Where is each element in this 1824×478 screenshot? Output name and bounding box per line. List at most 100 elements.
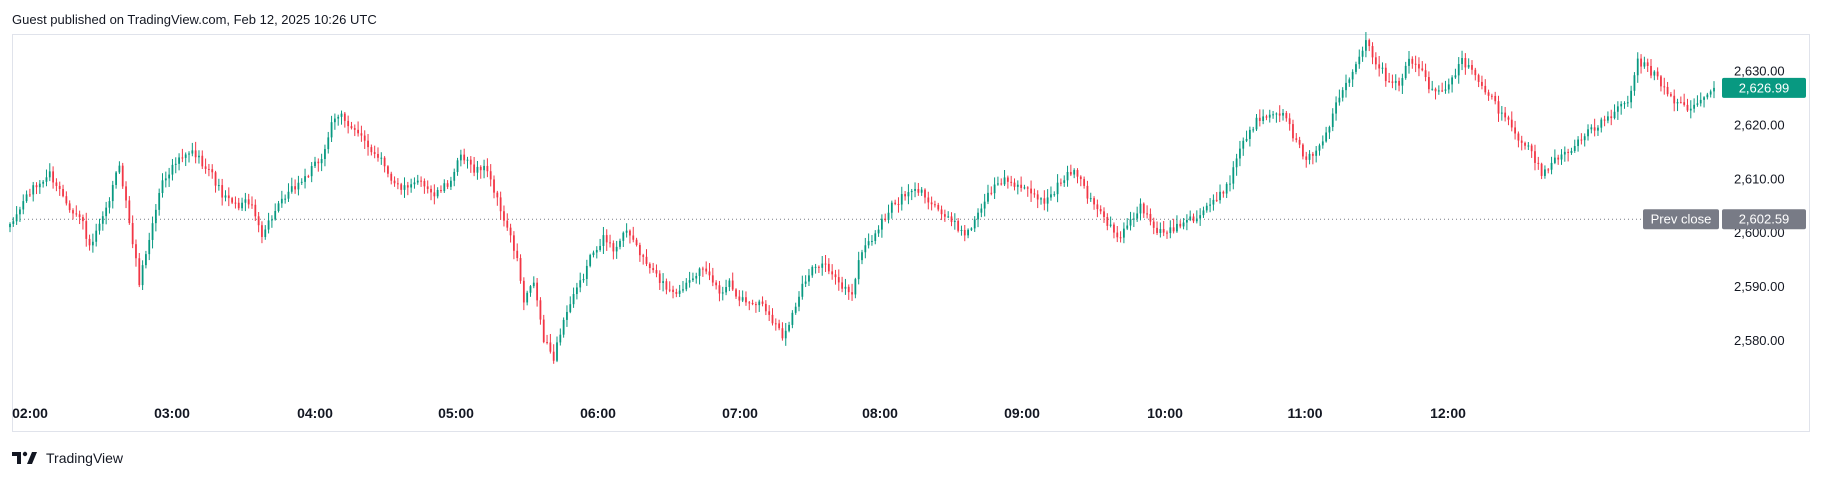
candle <box>1358 49 1361 69</box>
candle <box>370 144 373 156</box>
candle <box>645 249 648 267</box>
candle <box>1056 174 1059 203</box>
candle <box>771 308 774 326</box>
candle <box>1093 196 1095 210</box>
candle <box>72 208 74 220</box>
candle <box>274 203 277 221</box>
prev-close-label: Prev close <box>1651 212 1712 227</box>
candle <box>473 156 476 177</box>
candle <box>930 196 933 211</box>
candle <box>503 205 505 227</box>
candle <box>1232 161 1235 190</box>
last-price-badge: 2,626.99 <box>1722 77 1806 98</box>
candle <box>513 231 515 260</box>
candle <box>469 156 472 173</box>
candle <box>1530 143 1533 158</box>
candle <box>920 187 923 196</box>
candle <box>864 237 867 259</box>
candle <box>1481 75 1483 90</box>
candle <box>430 185 432 201</box>
candle <box>373 145 376 159</box>
candle <box>184 152 187 167</box>
candle <box>257 211 260 233</box>
candle <box>128 196 131 225</box>
candle <box>811 265 814 278</box>
candle <box>1567 148 1570 162</box>
candle <box>1557 154 1560 165</box>
candle <box>1663 77 1666 95</box>
candle <box>781 322 784 341</box>
candle <box>1544 165 1546 179</box>
candle <box>340 110 343 125</box>
candle <box>1311 151 1314 165</box>
candle <box>1136 206 1139 222</box>
candle <box>1212 194 1215 211</box>
candle <box>42 180 45 188</box>
candle <box>1292 119 1294 142</box>
candle <box>148 232 151 261</box>
candle <box>582 273 585 283</box>
candle <box>1265 114 1268 121</box>
candle <box>629 229 631 244</box>
candle <box>188 151 190 163</box>
candle <box>1497 95 1500 122</box>
candle <box>755 301 757 313</box>
publish-info: Guest published on TradingView.com, Feb … <box>12 12 377 27</box>
candle <box>1597 125 1599 136</box>
candle <box>12 217 15 227</box>
time-tick-label: 09:00 <box>1004 405 1040 421</box>
candle <box>1106 213 1109 231</box>
candle <box>675 288 678 298</box>
candle <box>436 187 439 199</box>
candle <box>1258 109 1261 127</box>
brand-footer[interactable]: TradingView <box>12 448 123 468</box>
candle <box>1374 52 1377 70</box>
candle <box>542 314 545 344</box>
candle <box>115 171 117 189</box>
candle <box>393 176 396 187</box>
candle <box>579 272 582 293</box>
candle <box>1046 189 1049 212</box>
candle <box>1507 115 1510 126</box>
candle <box>251 196 253 209</box>
candle <box>95 223 98 247</box>
candle <box>1199 208 1202 226</box>
candle <box>1471 60 1473 75</box>
candle <box>887 204 890 224</box>
candle <box>914 182 916 198</box>
candle <box>1623 101 1626 109</box>
candle <box>841 276 844 293</box>
candle <box>1368 38 1371 52</box>
candle <box>413 177 416 189</box>
candle <box>19 206 21 222</box>
candle <box>231 196 234 205</box>
candle <box>1706 92 1709 100</box>
candle <box>466 156 469 169</box>
candle <box>1414 55 1417 73</box>
candle <box>1242 137 1245 156</box>
candle <box>1335 96 1337 121</box>
candle <box>997 176 999 186</box>
candle <box>592 250 595 258</box>
candle <box>25 190 28 203</box>
candle <box>847 284 850 300</box>
chart-pane[interactable] <box>12 34 1810 432</box>
candle <box>721 286 724 301</box>
candle <box>1437 85 1440 95</box>
candle <box>642 253 645 265</box>
candle <box>602 226 605 254</box>
candle <box>383 156 386 173</box>
candle <box>191 142 194 157</box>
candle <box>1341 87 1344 102</box>
candle <box>138 252 141 288</box>
candle <box>1152 217 1155 235</box>
candle <box>1169 220 1172 239</box>
candle <box>247 193 250 209</box>
candle <box>68 200 71 213</box>
candle <box>1686 98 1689 112</box>
candle <box>595 246 598 259</box>
candle <box>1089 192 1092 202</box>
candle <box>718 280 721 302</box>
candlestick-chart[interactable]: 2,580.002,590.002,600.002,610.002,620.00… <box>0 0 1824 440</box>
brand-name: TradingView <box>46 450 124 466</box>
